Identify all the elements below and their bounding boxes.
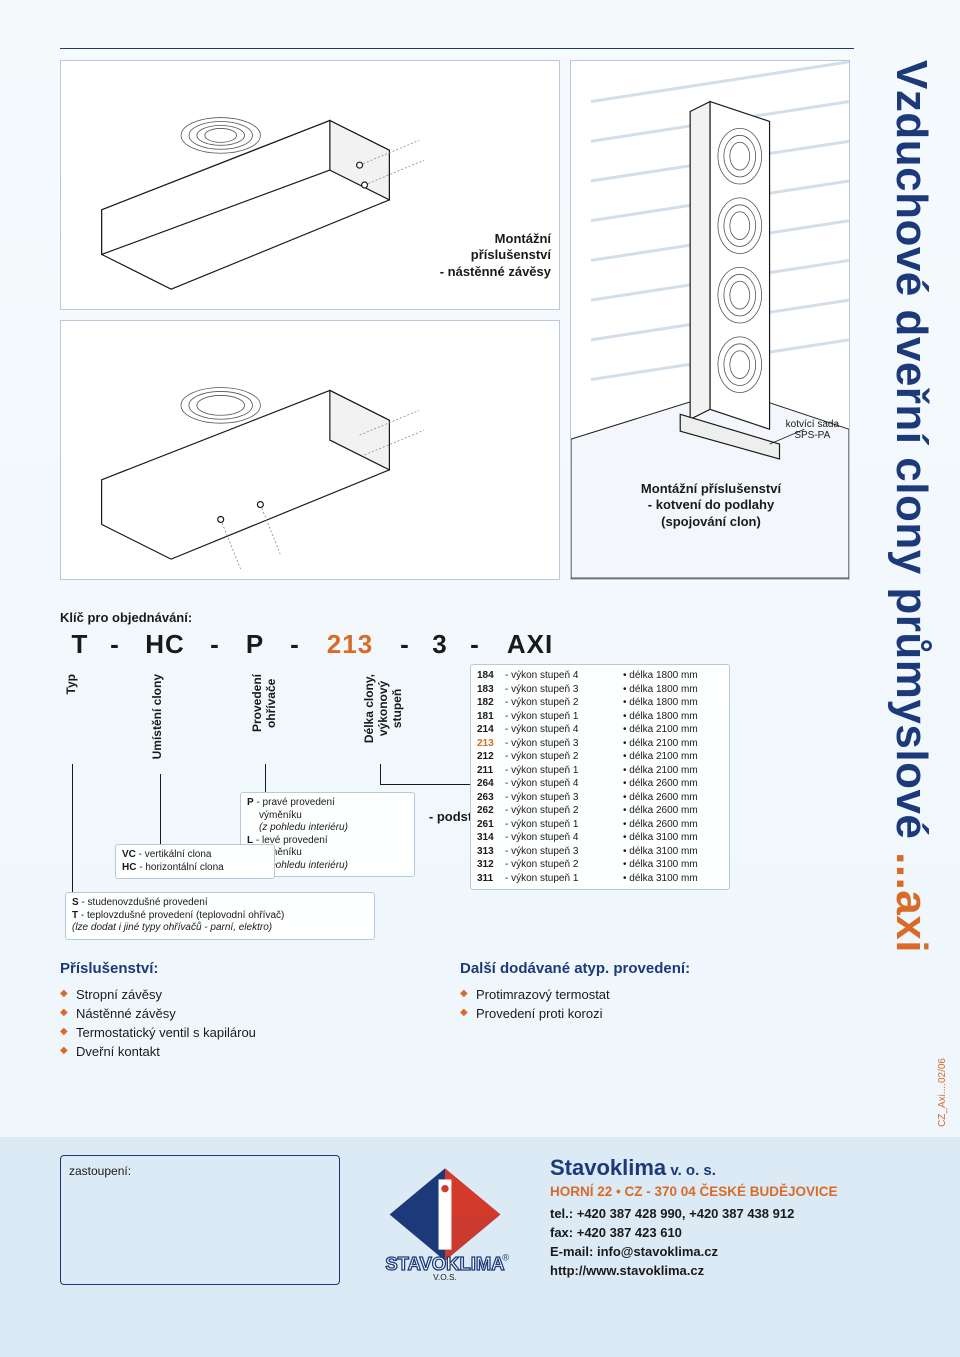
caption-floor: Montážní příslušenství - kotvení do podl… <box>611 481 811 530</box>
size-row: 211- výkon stupeň 1 • délka 2100 mm <box>477 764 723 778</box>
diagram-ceiling-mount: Montážní příslušenství - podstropní závě… <box>60 320 560 580</box>
footer: zastoupení: STAVOKLIMA ® V.O.S. Stavokli… <box>0 1137 960 1357</box>
vtitle-main: Vzduchové dveřní clony průmyslové <box>887 60 936 839</box>
list-item: Nástěnné závěsy <box>60 1004 460 1023</box>
acc-list: Stropní závěsyNástěnné závěsyTermostatic… <box>60 985 460 1061</box>
legend-sizes: 184- výkon stupeň 4 • délka 1800 mm183- … <box>470 664 730 890</box>
atyp-list: Protimrazový termostatProvedení proti ko… <box>460 985 860 1023</box>
diagram-wall-mount: Montážní příslušenství - nástěnné závěsy <box>60 60 560 310</box>
anchor-kit-label: kotvící sadaSPS-PA <box>786 419 839 441</box>
list-item: Dveřní kontakt <box>60 1042 460 1061</box>
list-item: Protimrazový termostat <box>460 985 860 1004</box>
size-row: 262- výkon stupeň 2 • délka 2600 mm <box>477 804 723 818</box>
key-seg-4: P <box>230 629 280 660</box>
key-title: Klíč pro objednávání: <box>60 610 860 625</box>
key-seg-6: 213 <box>310 629 390 660</box>
doc-code: CZ_Axi....02/06 <box>937 1058 948 1127</box>
lbl-delka: Délka clony,výkonovýstupeň <box>362 674 404 743</box>
size-row: 213- výkon stupeň 3 • délka 2100 mm <box>477 737 723 751</box>
svg-text:V.O.S.: V.O.S. <box>433 1272 457 1281</box>
svg-text:®: ® <box>502 1253 509 1263</box>
contact: Stavoklima v. o. s. HORNÍ 22 • CZ - 370 … <box>550 1155 930 1280</box>
list-item: Provedení proti korozi <box>460 1004 860 1023</box>
size-row: 313- výkon stupeň 3 • délka 3100 mm <box>477 845 723 859</box>
key-seg-2: HC <box>130 629 200 660</box>
caption-wall: Montážní příslušenství - nástěnné závěsy <box>401 231 551 280</box>
key-seg-1: - <box>100 629 130 660</box>
list-item: Stropní závěsy <box>60 985 460 1004</box>
key-seg-10: AXI <box>490 629 570 660</box>
atyp-title: Další dodávané atyp. provedení: <box>460 960 860 977</box>
key-seg-3: - <box>200 629 230 660</box>
ordering-key: Klíč pro objednávání: T-HC-P-213-3-AXI T… <box>60 610 860 944</box>
acc-title: Příslušenství: <box>60 960 460 977</box>
logo: STAVOKLIMA ® V.O.S. <box>360 1155 530 1286</box>
list-item: Termostatický ventil s kapilárou <box>60 1023 460 1042</box>
size-row: 263- výkon stupeň 3 • délka 2600 mm <box>477 791 723 805</box>
key-seg-8: 3 <box>420 629 460 660</box>
legend-location: VC - vertikální clona HC - horizontální … <box>115 844 275 879</box>
atyp-col: Další dodávané atyp. provedení: Protimra… <box>460 960 860 1061</box>
key-seg-5: - <box>280 629 310 660</box>
diagrams: Montážní příslušenství - nástěnné závěsy <box>60 60 840 580</box>
size-row: 184- výkon stupeň 4 • délka 1800 mm <box>477 669 723 683</box>
size-row: 214- výkon stupeň 4 • délka 2100 mm <box>477 723 723 737</box>
company-address: HORNÍ 22 • CZ - 370 04 ČESKÉ BUDĚJOVICE <box>550 1184 930 1199</box>
top-rule <box>60 48 854 49</box>
accessories-col: Příslušenství: Stropní závěsyNástěnné zá… <box>60 960 460 1061</box>
legend-type: S - studenovzdušné provedení T - teplovz… <box>65 892 375 940</box>
logo-text: STAVOKLIMA <box>385 1253 504 1274</box>
vertical-title: Vzduchové dveřní clony průmyslové ...axi <box>886 60 936 953</box>
size-row: 182- výkon stupeň 2 • délka 1800 mm <box>477 696 723 710</box>
size-row: 311- výkon stupeň 1 • délka 3100 mm <box>477 872 723 886</box>
key-code: T-HC-P-213-3-AXI <box>60 629 860 660</box>
diagram-floor-anchor: kotvící sadaSPS-PA Montážní příslušenstv… <box>570 60 850 580</box>
company-web: http://www.stavoklima.cz <box>550 1262 930 1281</box>
key-seg-9: - <box>460 629 490 660</box>
lbl-umisteni: Umístění clony <box>150 674 164 759</box>
size-row: 264- výkon stupeň 4 • délka 2600 mm <box>477 777 723 791</box>
company-tel: tel.: +420 387 428 990, +420 387 438 912 <box>550 1205 930 1224</box>
lbl-typ: Typ <box>64 674 78 694</box>
size-row: 212- výkon stupeň 2 • délka 2100 mm <box>477 750 723 764</box>
vtitle-suffix: ...axi <box>887 852 936 953</box>
size-row: 314- výkon stupeň 4 • délka 3100 mm <box>477 831 723 845</box>
legend-area: Typ Umístění clony Provedeníohřívače Dél… <box>60 664 860 944</box>
company-fax: fax: +420 387 423 610 <box>550 1224 930 1243</box>
size-row: 181- výkon stupeň 1 • délka 1800 mm <box>477 710 723 724</box>
rep-label: zastoupení: <box>69 1164 131 1178</box>
lbl-prov: Provedeníohřívače <box>250 674 278 732</box>
size-row: 183- výkon stupeň 3 • délka 1800 mm <box>477 683 723 697</box>
size-row: 312- výkon stupeň 2 • délka 3100 mm <box>477 858 723 872</box>
company-email: E-mail: info@stavoklima.cz <box>550 1243 930 1262</box>
lists: Příslušenství: Stropní závěsyNástěnné zá… <box>60 960 860 1061</box>
rep-box: zastoupení: <box>60 1155 340 1285</box>
company-name: Stavoklima v. o. s. <box>550 1155 930 1181</box>
size-row: 261- výkon stupeň 1 • délka 2600 mm <box>477 818 723 832</box>
key-seg-0: T <box>60 629 100 660</box>
key-seg-7: - <box>390 629 420 660</box>
